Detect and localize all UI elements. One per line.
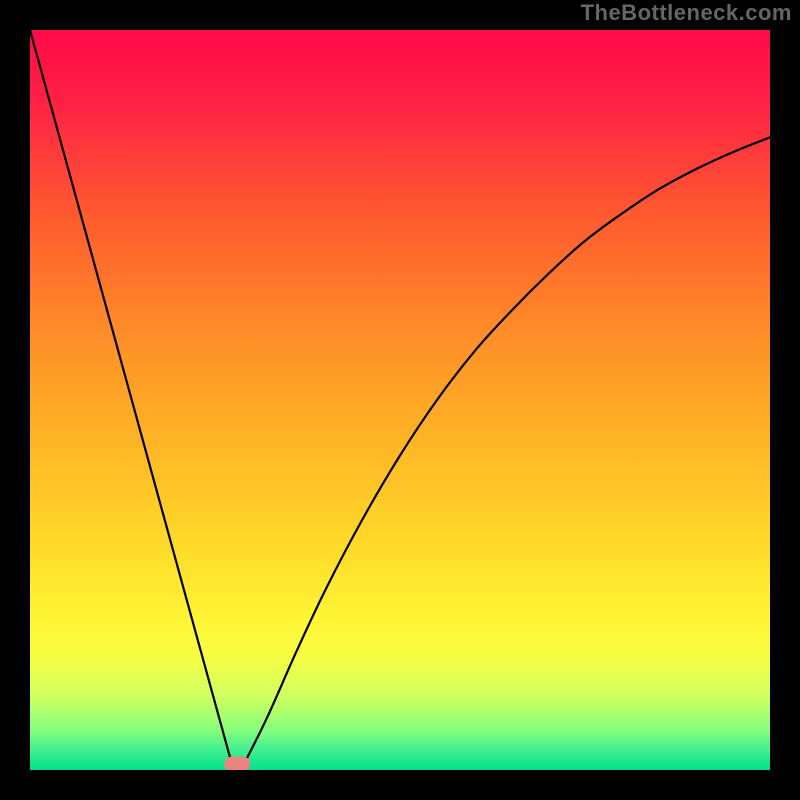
watermark-text: TheBottleneck.com <box>581 0 792 26</box>
optimal-point-marker <box>224 757 250 772</box>
bottleneck-chart <box>0 0 800 800</box>
gradient-background <box>30 30 770 770</box>
chart-container: TheBottleneck.com <box>0 0 800 800</box>
